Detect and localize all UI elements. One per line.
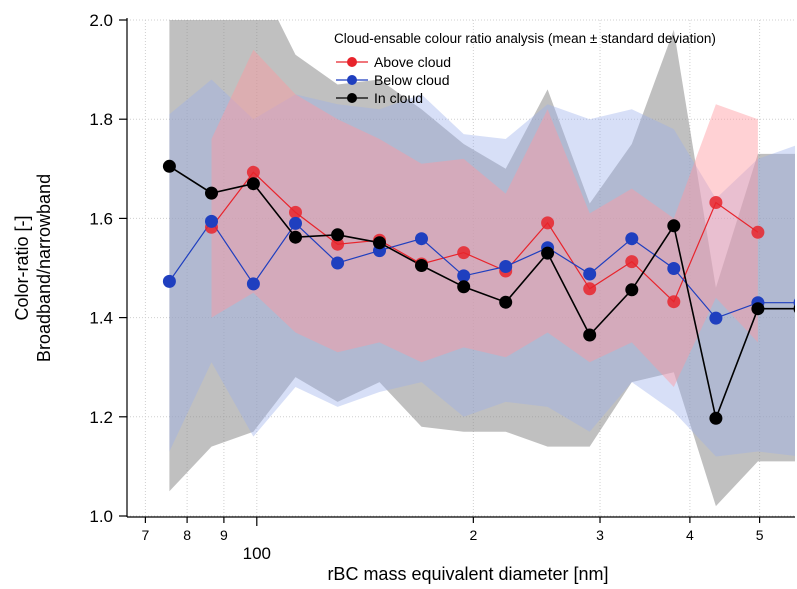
point-in-cloud (499, 295, 513, 309)
point-below-cloud (415, 232, 428, 246)
y-axis-label-line2: Broadband/narrowband (34, 174, 54, 362)
series-line-in-cloud (168, 165, 795, 422)
series-line-below-cloud (168, 220, 795, 319)
point-above-cloud (457, 246, 471, 260)
point-below-cloud (289, 216, 302, 230)
point-in-cloud (246, 177, 260, 191)
x-tick-label: 3 (596, 527, 604, 543)
legend: Cloud-ensable colour ratio analysis (mea… (334, 31, 716, 106)
std-band-above-cloud (211, 49, 758, 388)
point-above-cloud (751, 225, 765, 239)
point-below-cloud (793, 298, 795, 307)
point-below-cloud (246, 277, 260, 291)
point-above-cloud (709, 196, 723, 209)
std-dev-bands (169, 20, 795, 507)
legend-swatch-marker-in-cloud (347, 93, 357, 103)
point-in-cloud (373, 236, 386, 250)
point-in-cloud (331, 228, 345, 242)
point-in-cloud (162, 159, 176, 173)
point-below-cloud (667, 262, 681, 275)
point-below-cloud (625, 232, 639, 246)
x-tick-label: 4 (686, 527, 694, 543)
point-below-cloud (331, 256, 345, 270)
point-in-cloud (415, 259, 428, 272)
series-line-above-cloud (211, 171, 759, 303)
point-in-cloud (205, 186, 218, 200)
point-above-cloud (246, 165, 260, 179)
std-band-in-cloud (169, 20, 795, 507)
series-points (162, 159, 795, 425)
axes: 1.0 1.2 1.4 1.6 1.8 2.0 7 8 9 100 2 3 4 5 (89, 11, 795, 563)
point-in-cloud (583, 328, 597, 342)
point-below-cloud (205, 214, 218, 228)
point-in-cloud (625, 283, 639, 297)
point-in-cloud (667, 219, 681, 233)
legend-label-above-cloud: Above cloud (374, 54, 451, 70)
point-in-cloud (541, 246, 555, 260)
y-tick-label: 1.0 (89, 507, 113, 526)
x-tick-label: 2 (469, 527, 477, 543)
x-tick-label: 9 (220, 527, 228, 543)
point-above-cloud (541, 216, 555, 230)
point-below-cloud (709, 311, 723, 325)
legend-label-below-cloud: Below cloud (374, 72, 450, 88)
y-tick-label: 1.6 (89, 209, 113, 228)
point-below-cloud (162, 274, 176, 288)
point-above-cloud (289, 205, 302, 219)
std-band-below-cloud (169, 79, 795, 457)
x-tick-label: 100 (243, 544, 271, 563)
point-in-cloud (289, 230, 302, 244)
x-tick-label: 8 (183, 527, 191, 543)
point-in-cloud (751, 302, 765, 316)
y-axis-label-line1: Color-ratio [-] (12, 215, 32, 320)
x-tick-label: 7 (141, 527, 149, 543)
legend-label-in-cloud: In cloud (374, 90, 423, 106)
point-in-cloud (709, 411, 723, 425)
point-below-cloud (583, 267, 597, 281)
legend-title: Cloud-ensable colour ratio analysis (mea… (334, 31, 716, 46)
point-above-cloud (625, 255, 639, 269)
point-above-cloud (583, 282, 597, 296)
point-below-cloud (499, 260, 513, 273)
legend-swatch-marker-below-cloud (347, 75, 357, 85)
point-above-cloud (667, 295, 681, 309)
x-axis-label: rBC mass equivalent diameter [nm] (327, 564, 608, 584)
point-above-cloud (331, 237, 345, 251)
legend-swatch-marker-above-cloud (347, 57, 357, 67)
point-in-cloud (457, 280, 471, 294)
y-tick-label: 1.8 (89, 110, 113, 129)
y-tick-label: 1.4 (89, 309, 113, 328)
point-below-cloud (457, 269, 471, 283)
point-in-cloud (793, 304, 795, 313)
series-lines (168, 165, 795, 422)
y-tick-label: 2.0 (89, 11, 113, 30)
y-tick-label: 1.2 (89, 408, 113, 427)
x-tick-label: 5 (756, 527, 764, 543)
